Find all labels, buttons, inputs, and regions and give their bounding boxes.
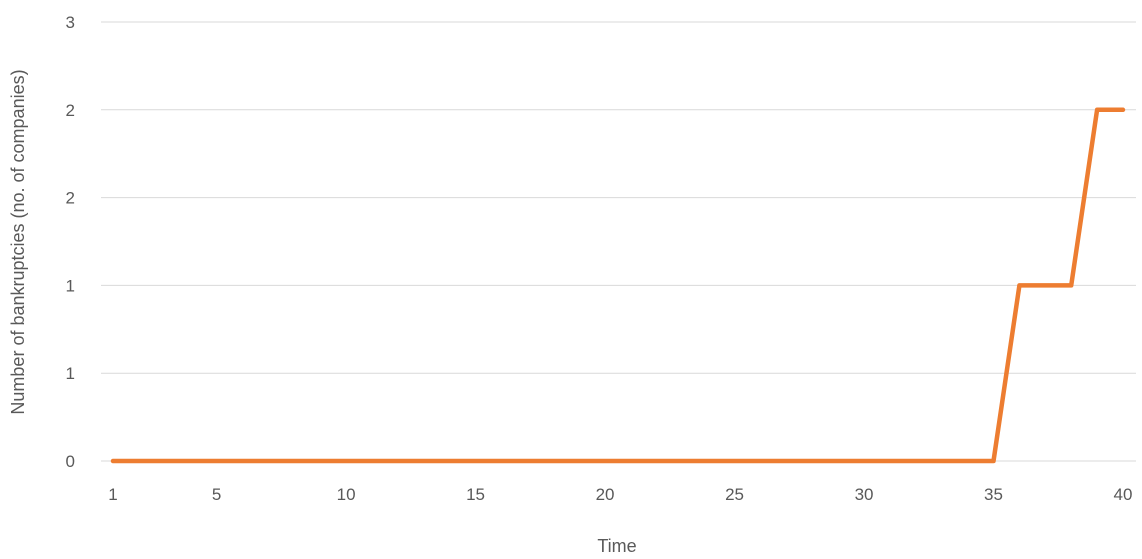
x-tick-label: 15 — [466, 485, 485, 504]
x-tick-label: 5 — [212, 485, 221, 504]
y-tick-label: 1 — [66, 276, 75, 295]
series-layer — [110, 107, 1126, 464]
x-axis-title: Time — [597, 536, 636, 556]
y-tick-label: 2 — [66, 189, 75, 208]
x-axis-ticks: 1 5 10 15 20 25 30 35 40 — [108, 485, 1132, 504]
x-tick-label: 40 — [1114, 485, 1133, 504]
x-tick-label: 20 — [596, 485, 615, 504]
series-line — [110, 107, 1126, 464]
y-tick-label: 0 — [66, 452, 75, 471]
x-tick-label: 30 — [855, 485, 874, 504]
y-axis-title: Number of bankruptcies (no. of companies… — [8, 69, 28, 414]
y-axis-ticks: 0 1 1 2 2 3 — [66, 13, 75, 471]
x-tick-label: 10 — [337, 485, 356, 504]
y-tick-label: 1 — [66, 364, 75, 383]
gridlines — [101, 21, 1136, 462]
y-tick-label: 3 — [66, 13, 75, 32]
y-tick-label: 2 — [66, 101, 75, 120]
x-tick-label: 25 — [725, 485, 744, 504]
x-tick-label: 35 — [984, 485, 1003, 504]
x-tick-label: 1 — [108, 485, 117, 504]
